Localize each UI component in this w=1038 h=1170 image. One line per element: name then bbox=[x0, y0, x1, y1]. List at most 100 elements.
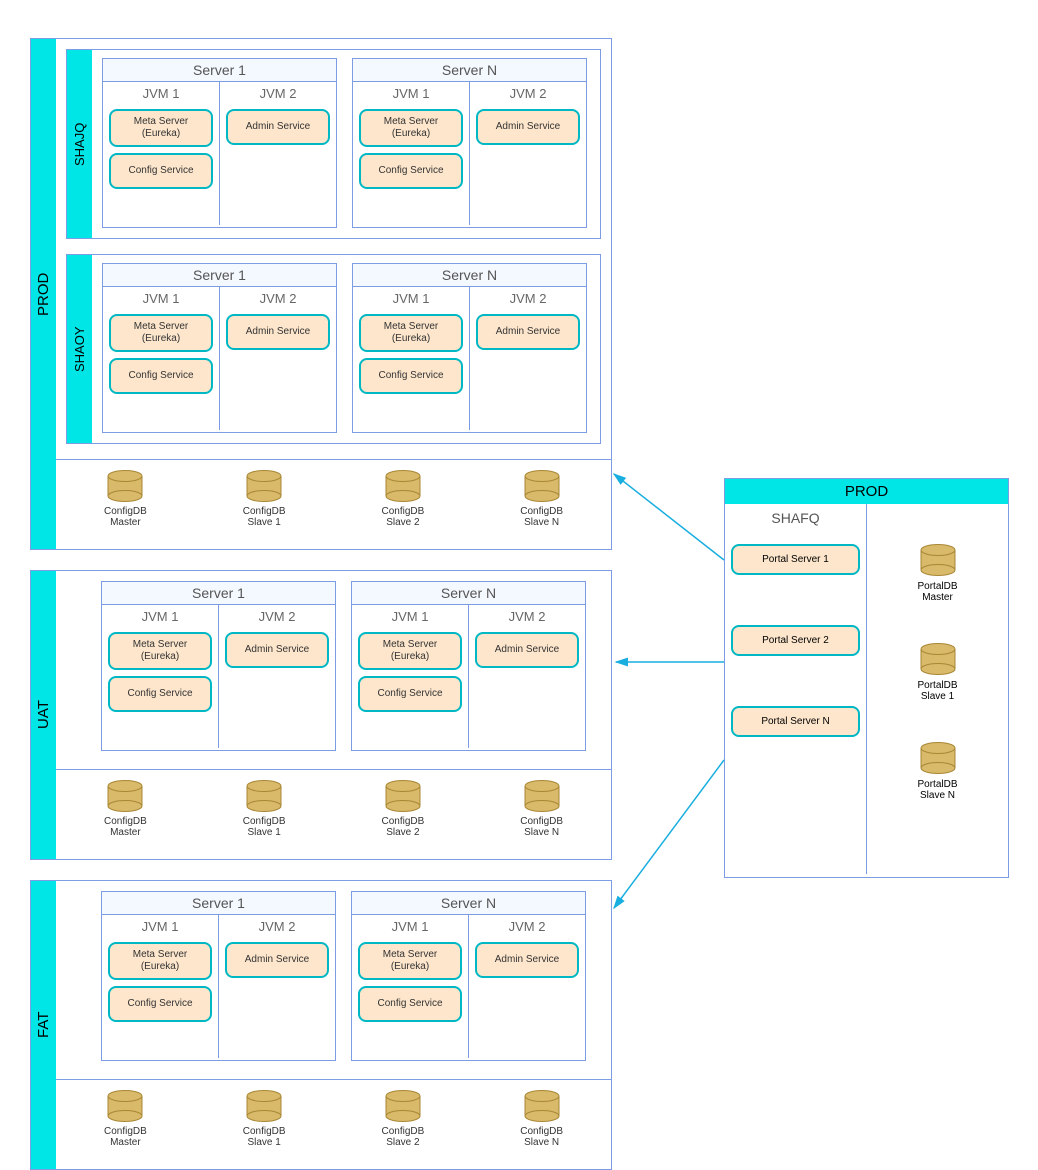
env-fat: FAT Server 1 JVM 1 Meta Server(Eureka) C… bbox=[30, 880, 612, 1170]
svc-config: Config Service bbox=[109, 358, 213, 394]
env-uat: UAT Server 1 JVM 1 Meta Server(Eureka) C… bbox=[30, 570, 612, 860]
jvm-title: JVM 1 bbox=[103, 287, 219, 314]
db-row: ConfigDBMaster ConfigDBSlave 1 ConfigDBS… bbox=[56, 1079, 611, 1169]
svc-admin: Admin Service bbox=[475, 632, 579, 668]
env-label-fat: FAT bbox=[31, 881, 56, 1169]
zone-shaoy: SHAOY Server 1 JVM 1 Meta Server(Eureka)… bbox=[66, 254, 601, 444]
jvm-title: JVM 1 bbox=[352, 605, 468, 632]
portal-zone: SHAFQ bbox=[731, 510, 860, 526]
server-box: Server N JVM 1 Meta Server(Eureka) Confi… bbox=[352, 263, 587, 433]
db-cylinder: ConfigDBSlave 1 bbox=[224, 470, 304, 549]
portal-col-dbs: PortalDBMaster PortalDBSlave 1 PortalDBS… bbox=[867, 504, 1008, 874]
portal-server: Portal Server 2 bbox=[731, 625, 860, 656]
jvm2: JVM 2 Admin Service bbox=[220, 287, 336, 430]
jvm-title: JVM 1 bbox=[102, 605, 218, 632]
jvm1: JVM 1 Meta Server(Eureka) Config Service bbox=[103, 82, 220, 225]
svc-meta: Meta Server(Eureka) bbox=[358, 942, 462, 980]
env-label-prod: PROD bbox=[31, 39, 56, 549]
server-box: Server N JVM 1 Meta Server(Eureka) Confi… bbox=[351, 581, 586, 751]
server-title: Server 1 bbox=[102, 582, 335, 605]
jvm2: JVM 2 Admin Service bbox=[219, 915, 335, 1058]
jvm2: JVM 2 Admin Service bbox=[220, 82, 336, 225]
svc-meta: Meta Server(Eureka) bbox=[359, 314, 463, 352]
jvm-title: JVM 2 bbox=[469, 915, 585, 942]
svc-config: Config Service bbox=[359, 358, 463, 394]
jvm2: JVM 2 Admin Service bbox=[469, 915, 585, 1058]
server-box: Server N JVM 1 Meta Server(Eureka) Confi… bbox=[351, 891, 586, 1061]
svc-admin: Admin Service bbox=[225, 942, 329, 978]
env-prod: PROD SHAJQ Server 1 JVM 1 Meta Server(Eu… bbox=[30, 38, 612, 550]
jvm-title: JVM 2 bbox=[220, 82, 336, 109]
portal-db: PortalDBSlave N bbox=[873, 742, 1002, 801]
server-title: Server N bbox=[353, 59, 586, 82]
server-title: Server N bbox=[352, 582, 585, 605]
svc-config: Config Service bbox=[108, 676, 212, 712]
portal-db: PortalDBSlave 1 bbox=[873, 643, 1002, 702]
svc-config: Config Service bbox=[109, 153, 213, 189]
db-row: ConfigDBMaster ConfigDBSlave 1 ConfigDBS… bbox=[56, 459, 611, 549]
svc-admin: Admin Service bbox=[476, 314, 580, 350]
server-title: Server 1 bbox=[102, 892, 335, 915]
jvm-title: JVM 2 bbox=[469, 605, 585, 632]
svc-meta: Meta Server(Eureka) bbox=[108, 632, 212, 670]
portal-db: PortalDBMaster bbox=[873, 544, 1002, 603]
portal-prod-box: PROD SHAFQ Portal Server 1 Portal Server… bbox=[724, 478, 1009, 878]
portal-col-servers: SHAFQ Portal Server 1 Portal Server 2 Po… bbox=[725, 504, 867, 874]
server-title: Server 1 bbox=[103, 59, 336, 82]
jvm1: JVM 1 Meta Server(Eureka) Config Service bbox=[353, 82, 470, 225]
svc-meta: Meta Server(Eureka) bbox=[358, 632, 462, 670]
svc-config: Config Service bbox=[358, 676, 462, 712]
jvm1: JVM 1 Meta Server(Eureka) Config Service bbox=[352, 915, 469, 1058]
jvm-title: JVM 2 bbox=[470, 287, 586, 314]
db-cylinder: ConfigDBMaster bbox=[85, 780, 165, 859]
jvm-title: JVM 1 bbox=[352, 915, 468, 942]
svc-admin: Admin Service bbox=[476, 109, 580, 145]
jvm2: JVM 2 Admin Service bbox=[219, 605, 335, 748]
server-title: Server N bbox=[352, 892, 585, 915]
server-title: Server N bbox=[353, 264, 586, 287]
jvm-title: JVM 2 bbox=[219, 605, 335, 632]
zone-label: SHAJQ bbox=[67, 50, 92, 238]
svc-meta: Meta Server(Eureka) bbox=[359, 109, 463, 147]
db-cylinder: ConfigDBSlave 2 bbox=[363, 470, 443, 549]
db-cylinder: ConfigDBSlave N bbox=[502, 470, 582, 549]
db-cylinder: ConfigDBSlave N bbox=[502, 1090, 582, 1169]
db-cylinder: ConfigDBMaster bbox=[85, 1090, 165, 1169]
server-box: Server 1 JVM 1 Meta Server(Eureka) Confi… bbox=[102, 263, 337, 433]
svc-meta: Meta Server(Eureka) bbox=[109, 109, 213, 147]
jvm-title: JVM 2 bbox=[220, 287, 336, 314]
server-box: Server 1 JVM 1 Meta Server(Eureka) Confi… bbox=[101, 581, 336, 751]
jvm-title: JVM 1 bbox=[102, 915, 218, 942]
jvm1: JVM 1 Meta Server(Eureka) Config Service bbox=[352, 605, 469, 748]
server-title: Server 1 bbox=[103, 264, 336, 287]
db-row: ConfigDBMaster ConfigDBSlave 1 ConfigDBS… bbox=[56, 769, 611, 859]
server-box: Server N JVM 1 Meta Server(Eureka) Confi… bbox=[352, 58, 587, 228]
jvm-title: JVM 1 bbox=[103, 82, 219, 109]
jvm-title: JVM 1 bbox=[353, 287, 469, 314]
jvm1: JVM 1 Meta Server(Eureka) Config Service bbox=[353, 287, 470, 430]
server-box: Server 1 JVM 1 Meta Server(Eureka) Confi… bbox=[102, 58, 337, 228]
db-cylinder: ConfigDBSlave 1 bbox=[224, 780, 304, 859]
jvm1: JVM 1 Meta Server(Eureka) Config Service bbox=[102, 915, 219, 1058]
jvm2: JVM 2 Admin Service bbox=[470, 287, 586, 430]
zone-shajq: SHAJQ Server 1 JVM 1 Meta Server(Eureka)… bbox=[66, 49, 601, 239]
svc-meta: Meta Server(Eureka) bbox=[108, 942, 212, 980]
jvm-title: JVM 2 bbox=[470, 82, 586, 109]
portal-header: PROD bbox=[725, 479, 1008, 504]
jvm2: JVM 2 Admin Service bbox=[469, 605, 585, 748]
db-cylinder: ConfigDBSlave 2 bbox=[363, 780, 443, 859]
svc-admin: Admin Service bbox=[226, 314, 330, 350]
db-cylinder: ConfigDBSlave 2 bbox=[363, 1090, 443, 1169]
svc-config: Config Service bbox=[108, 986, 212, 1022]
server-box: Server 1 JVM 1 Meta Server(Eureka) Confi… bbox=[101, 891, 336, 1061]
jvm-title: JVM 1 bbox=[353, 82, 469, 109]
jvm1: JVM 1 Meta Server(Eureka) Config Service bbox=[102, 605, 219, 748]
svc-admin: Admin Service bbox=[475, 942, 579, 978]
svc-meta: Meta Server(Eureka) bbox=[109, 314, 213, 352]
db-cylinder: ConfigDBSlave 1 bbox=[224, 1090, 304, 1169]
portal-server: Portal Server 1 bbox=[731, 544, 860, 575]
svc-admin: Admin Service bbox=[225, 632, 329, 668]
jvm2: JVM 2 Admin Service bbox=[470, 82, 586, 225]
svc-config: Config Service bbox=[358, 986, 462, 1022]
zone-label: SHAOY bbox=[67, 255, 92, 443]
